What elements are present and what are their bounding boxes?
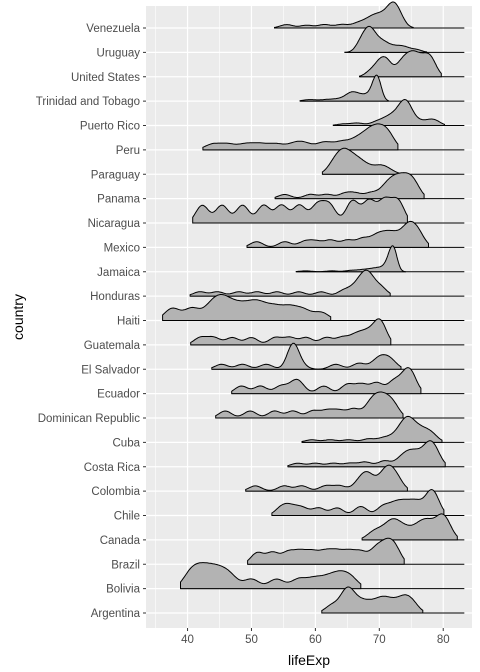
ridge-density <box>246 220 429 248</box>
ridge-density <box>332 98 445 126</box>
ridge-density <box>301 415 443 443</box>
ridge-canada <box>361 513 465 541</box>
ridge-trinidad-and-tobago <box>299 74 465 102</box>
ridge-density <box>190 318 392 346</box>
y-tick-label: Jamaica <box>97 267 140 279</box>
ridge-density <box>202 123 399 151</box>
y-tick-label: Colombia <box>91 486 140 498</box>
ridge-density <box>344 25 428 53</box>
x-tick-label: 80 <box>437 634 450 646</box>
y-tick-label: Nicaragua <box>88 218 141 230</box>
ridge-paraguay <box>321 147 465 175</box>
y-axis-title: country <box>10 294 26 340</box>
y-tick-label: Chile <box>114 511 140 523</box>
x-tick-label: 60 <box>309 634 322 646</box>
y-tick-label: Trinidad and Tobago <box>36 96 140 108</box>
ridge-mexico <box>246 220 465 248</box>
ridge-density <box>287 440 446 468</box>
y-axis-labels: Venezuela Uruguay United States Trinidad an… <box>36 23 146 620</box>
y-tick-label: Canada <box>100 535 141 547</box>
y-tick-label: Panama <box>97 194 140 206</box>
y-tick-label: Guatemala <box>84 340 141 352</box>
ridge-density <box>211 342 402 370</box>
ridge-density <box>359 50 442 78</box>
y-tick-label: Dominican Republic <box>38 413 141 425</box>
ridge-density <box>299 74 389 102</box>
ridge-density <box>192 196 408 224</box>
x-tick-label: 70 <box>373 634 386 646</box>
ridge-costa-rica <box>287 440 465 468</box>
y-tick-label: Haiti <box>117 316 140 328</box>
ridge-density <box>189 269 391 297</box>
ridge-peru <box>202 123 465 151</box>
ridge-density <box>361 513 458 541</box>
y-tick-label: Peru <box>116 145 140 157</box>
ridge-density <box>295 245 406 273</box>
ridges <box>162 1 465 614</box>
x-axis-labels: 40 50 60 70 80 <box>181 628 450 646</box>
ridge-colombia <box>245 464 465 492</box>
ridge-ecuador <box>231 367 465 395</box>
y-tick-label: Uruguay <box>97 47 141 59</box>
ridge-bolivia <box>180 562 465 590</box>
ridge-dominican-republic <box>215 391 465 419</box>
y-tick-label: United States <box>71 72 140 84</box>
ridge-density <box>180 562 362 590</box>
y-tick-label: Venezuela <box>86 23 140 35</box>
y-tick-label: Costa Rica <box>84 462 141 474</box>
ridge-brazil <box>247 537 465 565</box>
y-tick-label: Puerto Rico <box>80 121 140 133</box>
ridge-cuba <box>301 415 465 443</box>
y-tick-label: Mexico <box>104 242 140 254</box>
y-tick-label: Bolivia <box>106 584 140 596</box>
ridge-density <box>162 294 332 321</box>
y-tick-label: Argentina <box>91 608 141 620</box>
ridge-haiti <box>162 294 465 321</box>
y-tick-label: Cuba <box>113 437 141 449</box>
ridge-chile <box>271 488 465 516</box>
ridge-uruguay <box>344 25 465 53</box>
ridge-density <box>274 1 414 29</box>
y-tick-label: Honduras <box>90 291 140 303</box>
ridge-density <box>247 537 405 565</box>
y-tick-label: Ecuador <box>97 389 140 401</box>
ridge-density <box>321 147 401 175</box>
ridge-density <box>215 391 404 419</box>
ridge-argentina <box>321 586 465 614</box>
ridge-density <box>274 172 425 200</box>
x-tick-label: 50 <box>245 634 258 646</box>
ridge-puerto-rico <box>332 98 465 126</box>
x-tick-label: 40 <box>181 634 194 646</box>
ridge-density <box>245 464 408 492</box>
ridge-el-salvador <box>211 342 465 370</box>
ridge-honduras <box>189 269 465 297</box>
x-axis-title: lifeExp <box>288 652 330 668</box>
ridge-density <box>271 488 445 516</box>
ridge-jamaica <box>295 245 465 273</box>
ridge-density <box>321 586 424 614</box>
ridge-density <box>231 367 422 395</box>
y-tick-label: El Salvador <box>81 364 140 376</box>
ridge-guatemala <box>190 318 465 346</box>
y-tick-label: Paraguay <box>91 169 140 181</box>
y-tick-label: Brazil <box>111 559 140 571</box>
ridge-nicaragua <box>192 196 465 224</box>
